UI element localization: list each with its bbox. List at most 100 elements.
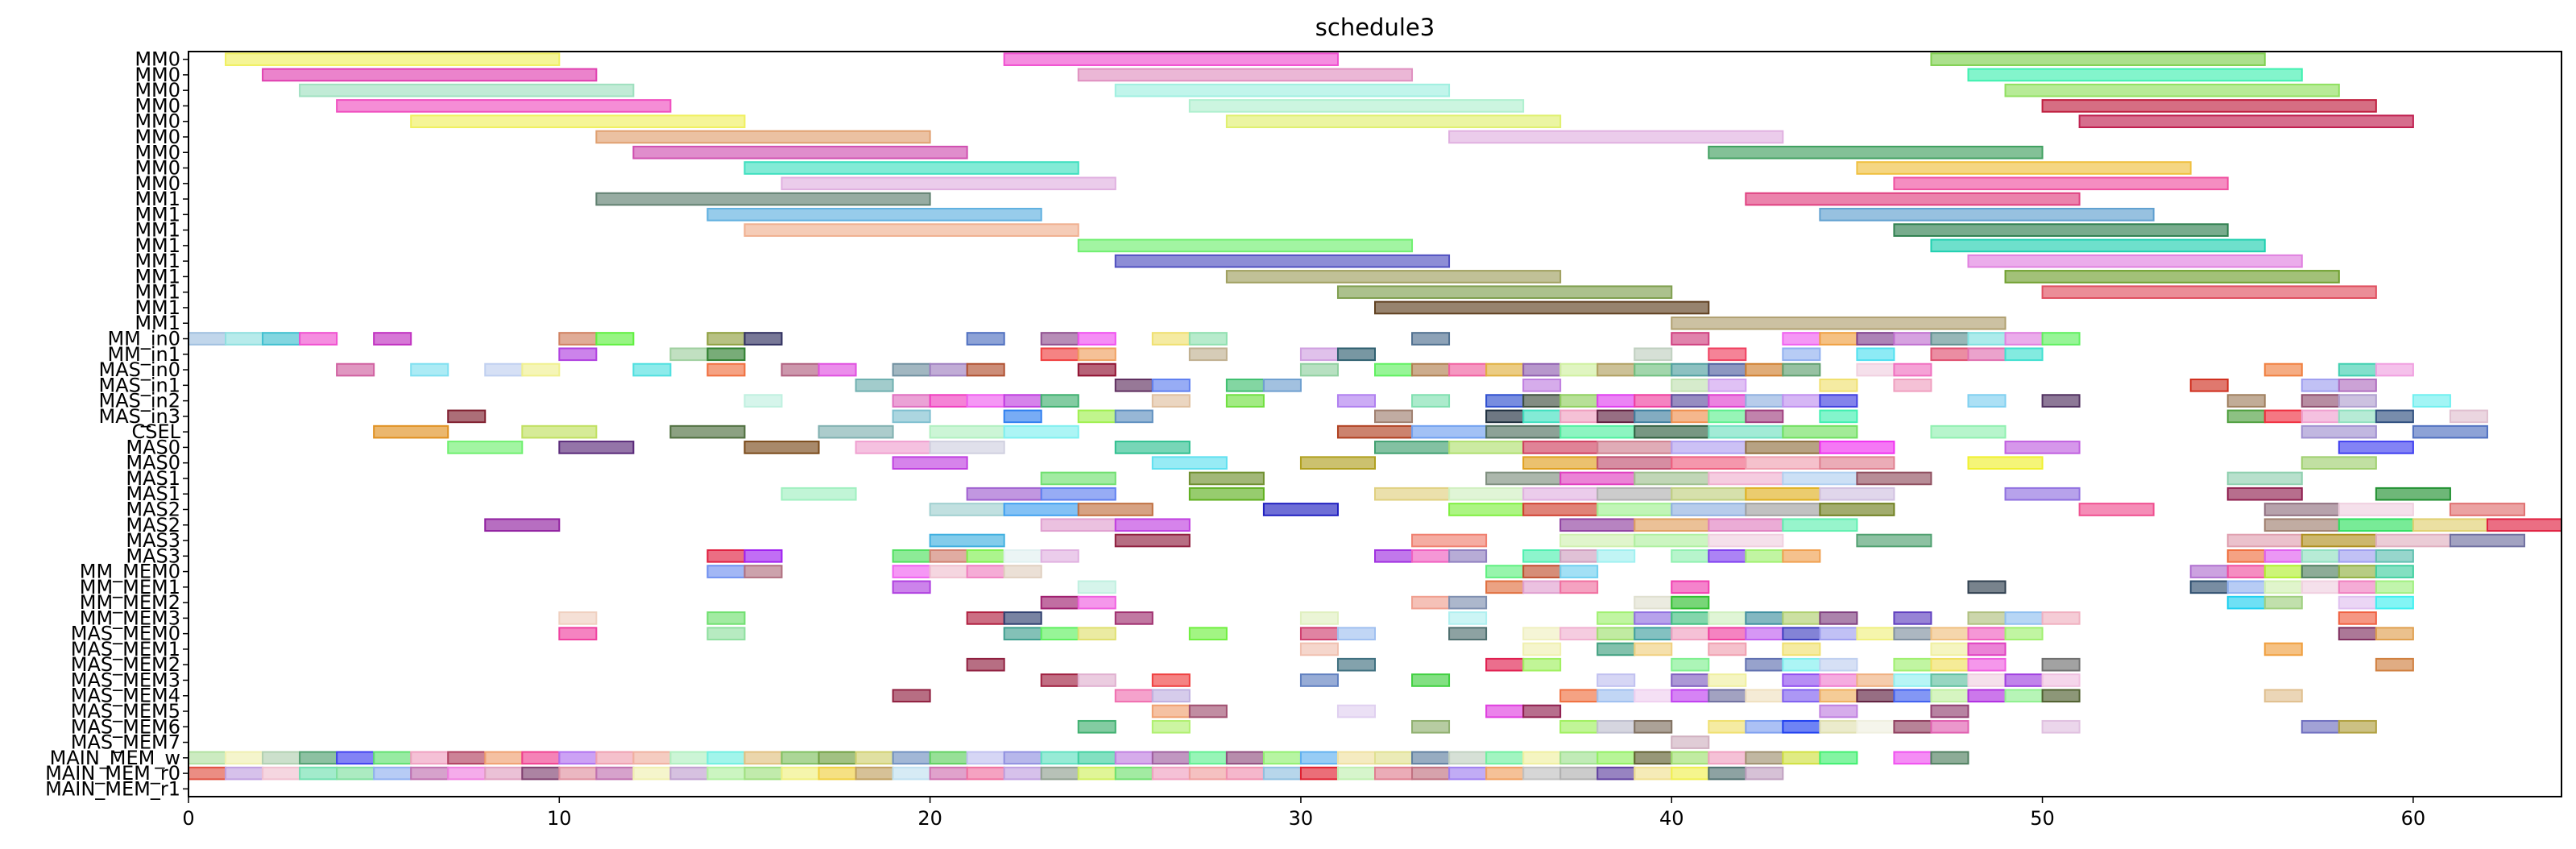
task-bar	[1634, 409, 1673, 424]
x-tick-label: 0	[182, 807, 194, 830]
task-bar	[1522, 441, 1599, 454]
y-tick-label: MAS_MEM3	[71, 669, 180, 691]
task-bar	[1930, 238, 2266, 253]
task-bar	[484, 766, 524, 781]
task-bar	[1003, 751, 1042, 765]
task-bar	[818, 424, 894, 439]
task-bar	[1522, 503, 1599, 516]
task-bar	[1782, 394, 1821, 408]
task-bar	[1522, 657, 1562, 672]
task-bar	[1967, 689, 2007, 703]
y-tick-label: MM0	[135, 126, 180, 148]
y-tick-label: MM0	[135, 141, 180, 164]
task-bar	[1522, 627, 1562, 640]
x-tick-label: 50	[2030, 807, 2055, 830]
task-bar	[595, 751, 635, 765]
task-bar	[1597, 441, 1673, 454]
task-bar	[1856, 471, 1932, 486]
task-bar	[855, 441, 931, 454]
task-bar	[632, 751, 672, 765]
task-bar	[743, 766, 783, 781]
y-tick-label: MAS_in0	[98, 358, 180, 381]
task-bar	[1522, 487, 1599, 501]
task-bar	[1819, 689, 1858, 703]
task-bar	[2486, 518, 2562, 532]
task-bar	[1745, 627, 1784, 640]
task-bar	[299, 766, 338, 781]
task-bar	[1522, 580, 1562, 594]
task-bar	[966, 657, 1005, 672]
task-bar	[1967, 580, 2007, 594]
task-bar	[1893, 362, 1932, 377]
task-bar	[521, 766, 561, 781]
task-bar	[1522, 642, 1562, 656]
task-bar	[2004, 347, 2044, 362]
task-bar	[1374, 751, 1414, 765]
y-tick-label: MM_in1	[107, 343, 180, 366]
task-bar	[1188, 766, 1228, 781]
task-bar	[1411, 549, 1451, 563]
task-bar	[966, 332, 1005, 346]
task-bar	[2375, 627, 2414, 640]
task-bar	[1819, 332, 1858, 346]
task-bar	[1671, 379, 1710, 392]
task-bar	[929, 362, 968, 377]
task-bar	[1485, 657, 1525, 672]
task-bar	[669, 751, 709, 765]
task-bar	[2226, 549, 2266, 563]
task-bar	[595, 332, 635, 346]
task-bar	[2375, 533, 2451, 548]
task-bar	[1782, 518, 1858, 532]
task-bar	[892, 565, 931, 578]
task-bar	[2338, 394, 2377, 408]
task-bar	[669, 347, 709, 362]
task-bar	[781, 176, 1116, 191]
task-bar	[1967, 642, 2007, 656]
task-bar	[1782, 751, 1821, 765]
y-tick-label: MM0	[135, 110, 180, 133]
task-bar	[743, 549, 783, 563]
task-bar	[2004, 487, 2081, 501]
task-bar	[706, 627, 746, 640]
task-bar	[1708, 627, 1747, 640]
task-bar	[2301, 394, 2340, 408]
task-bar	[1040, 627, 1079, 640]
task-bar	[1411, 719, 1451, 734]
task-bar	[1745, 362, 1784, 377]
task-bar	[1151, 719, 1191, 734]
task-bar	[1448, 627, 1488, 640]
task-bar	[1782, 719, 1821, 734]
task-bar	[1967, 611, 2007, 625]
task-bar	[1819, 456, 1895, 470]
task-bar	[929, 766, 968, 781]
y-tick-label: MM1	[135, 188, 180, 210]
task-bar	[669, 766, 709, 781]
task-bar	[1485, 751, 1525, 765]
task-bar	[1819, 503, 1895, 516]
task-bar	[188, 332, 227, 346]
task-bar	[1856, 689, 1895, 703]
task-bar	[1040, 595, 1079, 610]
task-bar	[929, 751, 968, 765]
task-bar	[1151, 456, 1228, 470]
task-bar	[1522, 362, 1562, 377]
task-bar	[1634, 719, 1673, 734]
task-bar	[2226, 580, 2266, 594]
task-bar	[1114, 379, 1153, 392]
task-bar	[2041, 673, 2081, 687]
task-bar	[2412, 518, 2488, 532]
task-bar	[1708, 379, 1747, 392]
task-bar	[2301, 456, 2377, 470]
task-bar	[1188, 704, 1228, 719]
task-bar	[1559, 394, 1599, 408]
task-bar	[1782, 347, 1821, 362]
task-bar	[1151, 673, 1191, 687]
task-bar	[1967, 673, 2007, 687]
y-tick-label: MM1	[135, 281, 180, 304]
task-bar	[1188, 487, 1265, 501]
task-bar	[1003, 424, 1079, 439]
task-bar	[1040, 394, 1079, 408]
task-bar	[706, 332, 746, 346]
task-bar	[1522, 394, 1562, 408]
task-bar	[1299, 766, 1339, 781]
